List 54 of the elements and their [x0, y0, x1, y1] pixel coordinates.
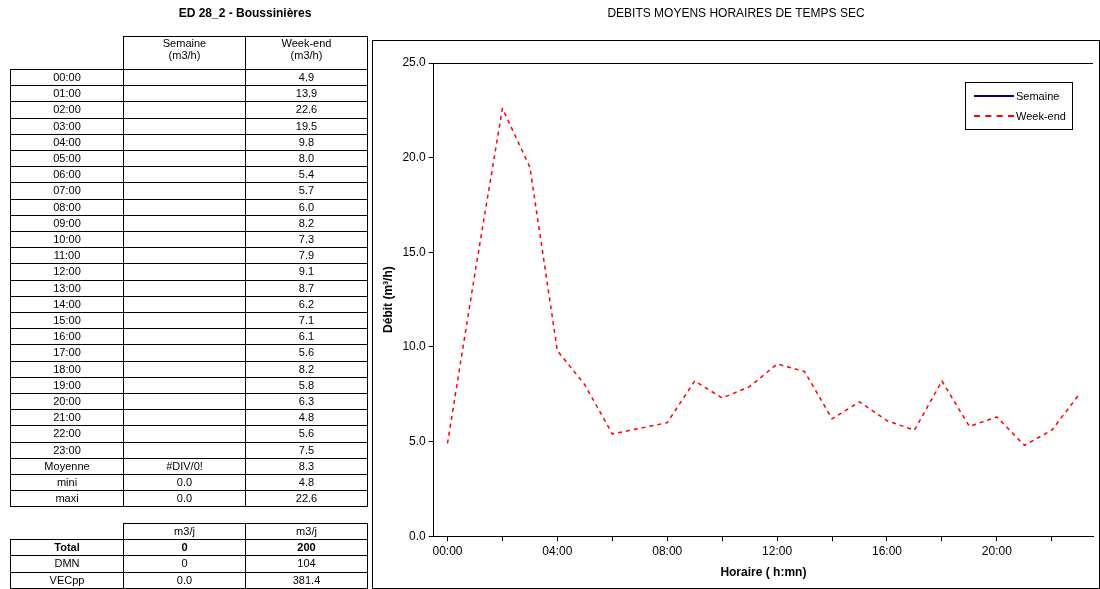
text: 06:00 5.4: [53, 168, 315, 181]
text: 15:00 7.1: [53, 314, 315, 327]
text: 03:00 19.5: [53, 119, 318, 132]
text: (m3/h): [290, 49, 323, 61]
text: 22:00 5.6: [53, 427, 315, 440]
text: 00:00 4.9: [53, 71, 315, 83]
text: 19:00 5.8: [53, 378, 315, 391]
text: 11:00 7.9: [53, 249, 315, 262]
text: (m3/h): [168, 49, 201, 61]
text: 01:00 13.9: [53, 87, 318, 100]
y-tick-label: 25.0: [402, 55, 427, 70]
line-series: [446, 107, 1081, 447]
x-tick-label: 20:00: [981, 543, 1013, 558]
text: 08:00 6.0: [53, 200, 315, 213]
text: 13:00 8.7: [53, 281, 315, 294]
y-tick-label: 0.0: [409, 528, 427, 543]
text: m3/j m3/j: [174, 525, 317, 537]
text: 17:00 5.6: [53, 346, 315, 359]
x-tick-label: 08:00: [652, 543, 683, 558]
text: 02:00 22.6: [53, 103, 318, 116]
text: 12:00 9.1: [53, 265, 315, 278]
text: 18:00 8.2: [53, 362, 315, 375]
text: 20:00 6.3: [53, 395, 315, 408]
text: 14:00 6.2: [53, 297, 315, 310]
text: DMN 0 104: [54, 557, 316, 570]
text: Moyenne #DIV/0! 8.3: [44, 459, 315, 472]
x-tick-label: 04:00: [542, 543, 573, 558]
legend-label: Semaine: [1016, 90, 1060, 102]
x-axis-title: Horaire ( h:mn): [720, 565, 807, 580]
text: 04:00 9.8: [53, 135, 315, 148]
y-tick-label: 20.0: [402, 149, 427, 164]
text: 10:00 7.3: [53, 233, 315, 246]
text: Total 0 200: [54, 541, 316, 554]
text: 16:00 6.1: [53, 330, 315, 343]
y-tick-label: 10.0: [402, 339, 427, 354]
text: 21:00 4.8: [53, 411, 315, 424]
text: maxi 0.0 22.6: [55, 492, 318, 505]
chart-title: DEBITS MOYENS HORAIRES DE TEMPS SEC: [606, 6, 866, 20]
x-tick-label: 00:00: [432, 543, 463, 558]
text: 09:00 8.2: [53, 216, 315, 229]
text: VECpp 0.0 381.4: [49, 573, 321, 586]
text: Semaine: [162, 37, 207, 49]
text: mini 0.0 4.8: [56, 476, 315, 489]
text: 05:00 8.0: [53, 152, 315, 165]
text: 07:00 5.7: [53, 184, 315, 197]
legend-label: Week-end: [1016, 110, 1066, 122]
y-tick-label: 15.0: [402, 244, 427, 259]
y-axis-title: Débit (m³/h): [380, 266, 395, 333]
text: ED 28_2 - Boussinières: [177, 6, 313, 20]
text: 23:00 7.5: [53, 443, 315, 456]
x-tick-label: 12:00: [762, 543, 793, 558]
y-tick-label: 5.0: [409, 433, 427, 448]
x-tick-label: 16:00: [871, 543, 903, 558]
text: Week-end: [281, 37, 332, 49]
